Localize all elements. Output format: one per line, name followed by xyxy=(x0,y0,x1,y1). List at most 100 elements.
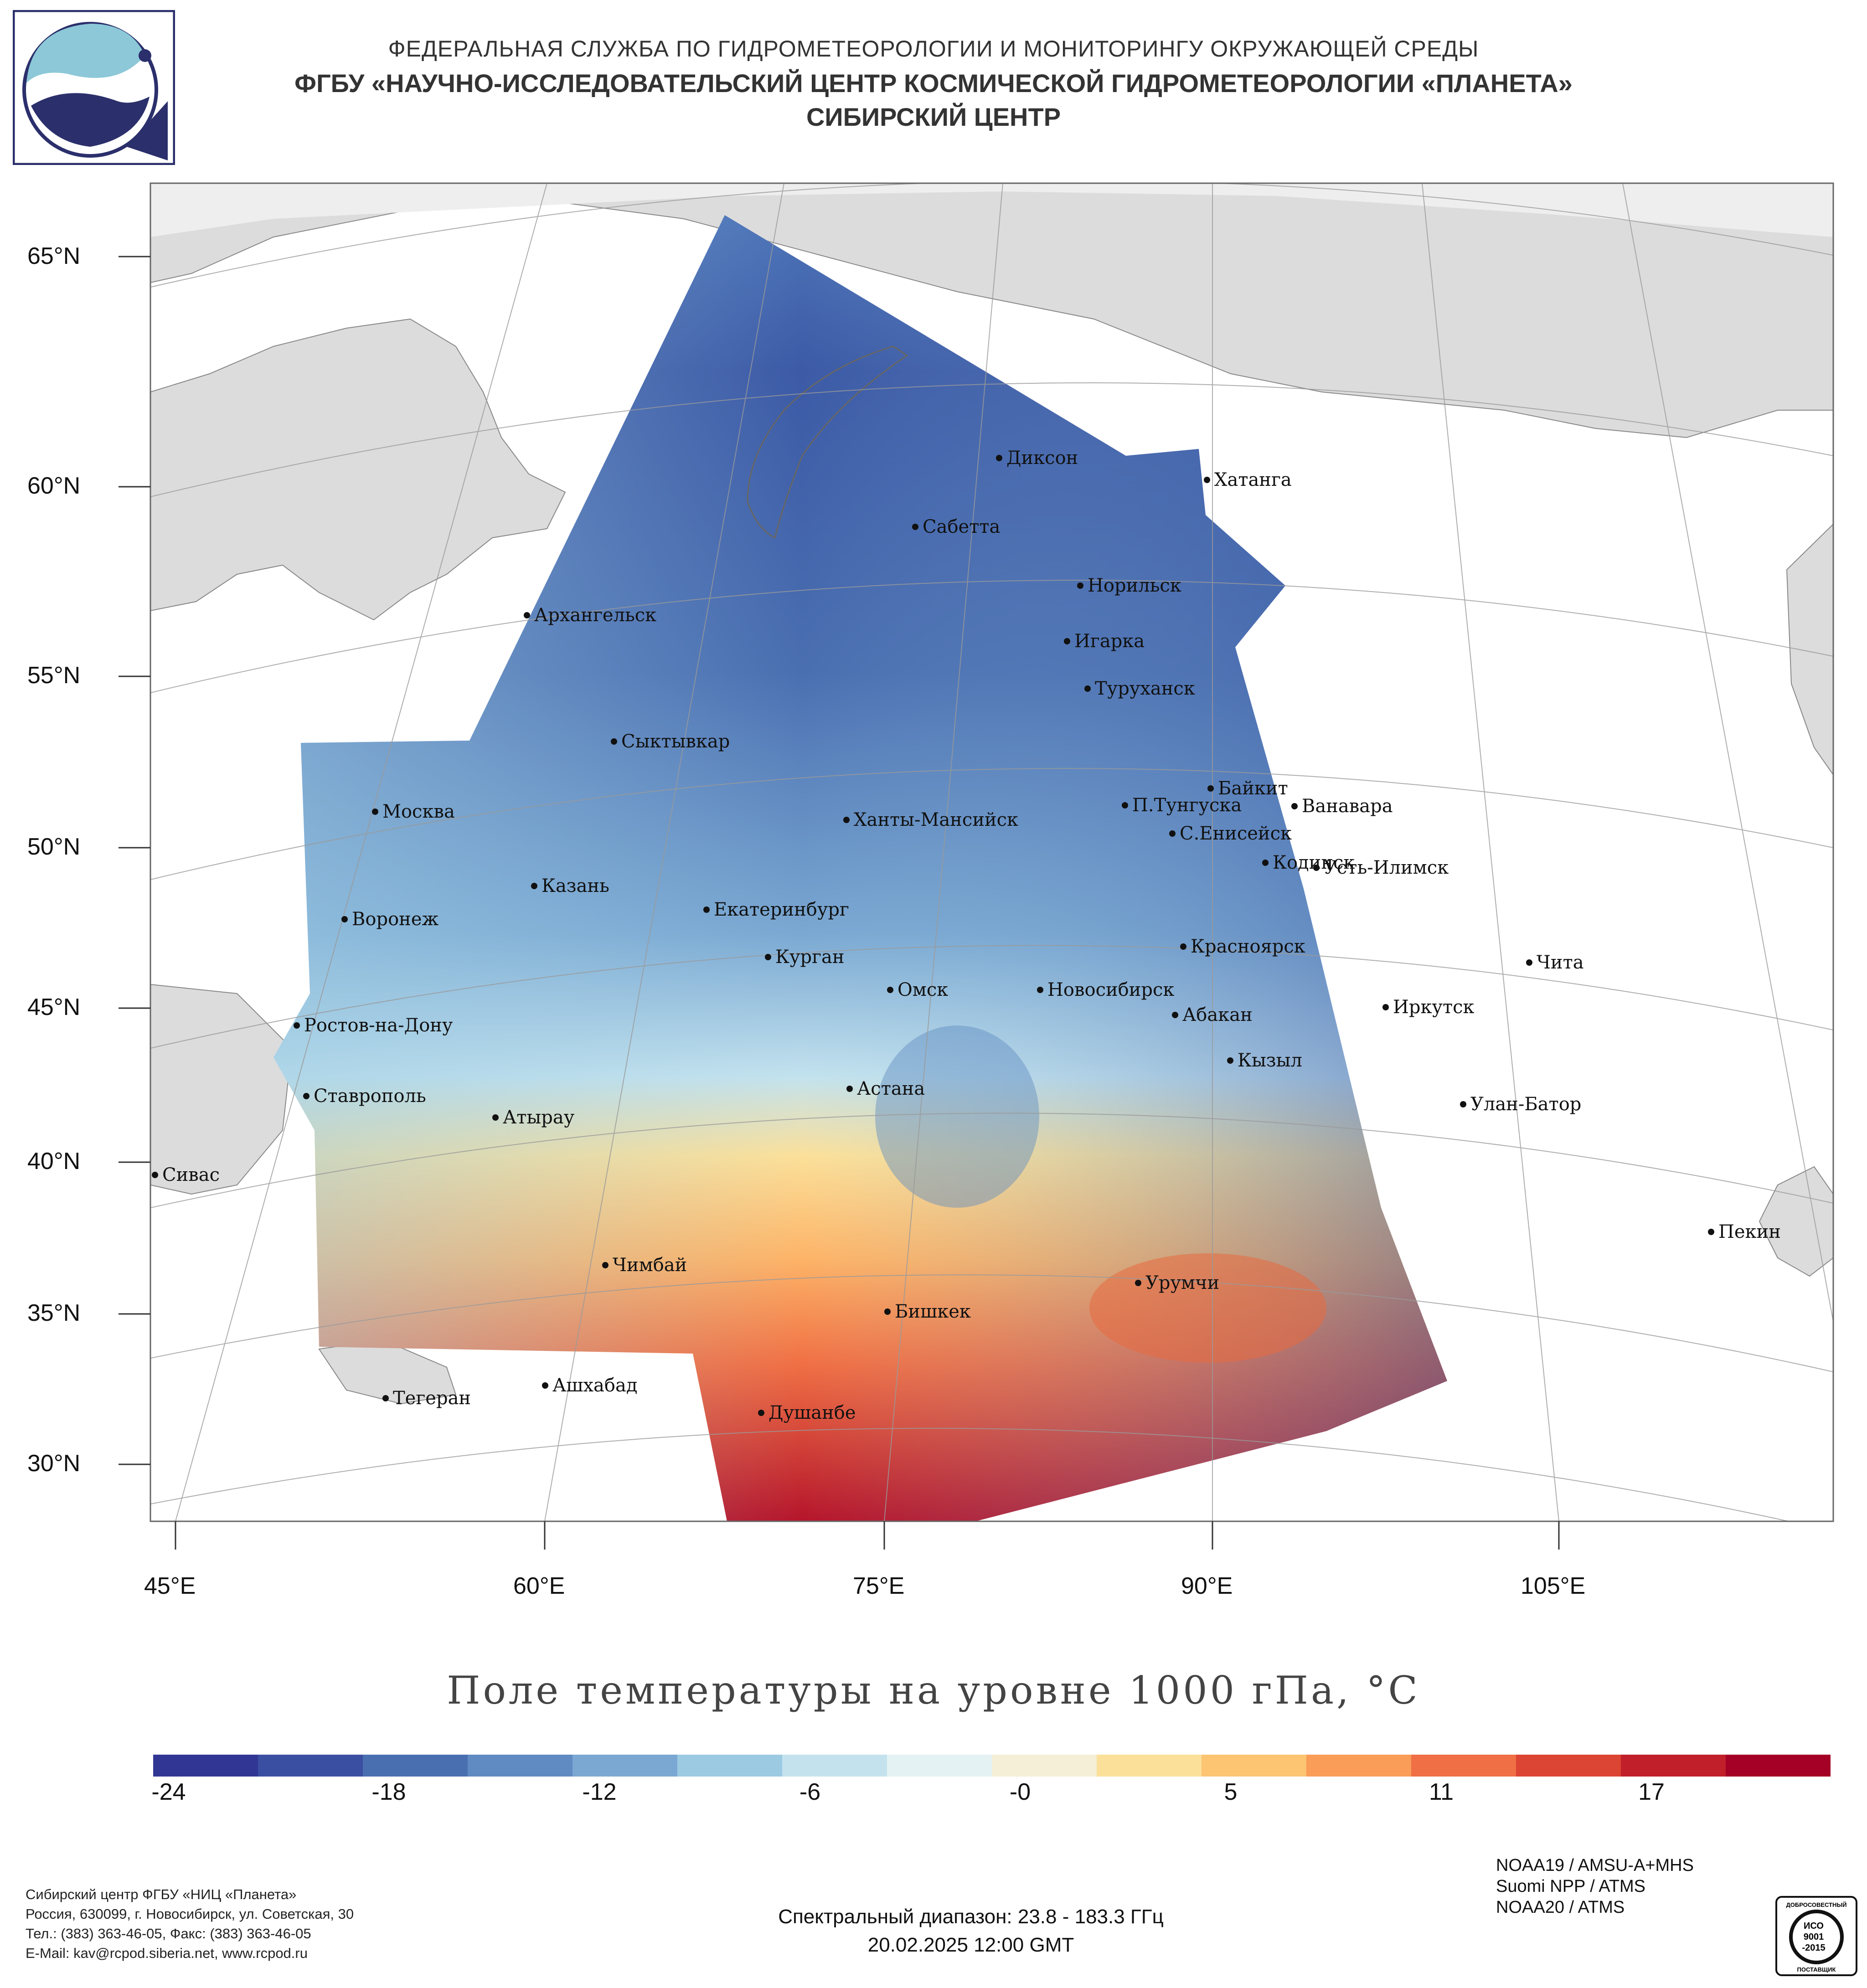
colorbar-tick-label: 11 xyxy=(1429,1779,1454,1805)
city-label: С.Енисейск xyxy=(1180,823,1292,844)
org-address: Россия, 630099, г. Новосибирск, ул. Сове… xyxy=(26,1906,354,1922)
observation-info: Спектральный диапазон: 23.8 - 183.3 ГГц … xyxy=(675,1903,1267,1959)
colorbar-tick-label: -18 xyxy=(371,1779,406,1805)
city-marker: С.Енисейск xyxy=(1169,823,1292,844)
lat-label-30: 30°N xyxy=(27,1450,81,1477)
org-name: Сибирский центр ФГБУ «НИЦ «Планета» xyxy=(26,1886,297,1902)
city-dot xyxy=(1291,803,1298,809)
city-dot xyxy=(152,1172,158,1178)
city-label: Ванавара xyxy=(1302,796,1393,817)
cold-anomaly-kazakh xyxy=(875,1025,1039,1208)
colorbar-tick-label: -6 xyxy=(799,1779,821,1805)
city-label: Казань xyxy=(542,876,609,896)
lat-label-55: 55°N xyxy=(27,662,81,689)
city-marker: Ростов-на-Дону xyxy=(294,1015,453,1036)
city-dot xyxy=(303,1093,309,1099)
city-dot xyxy=(372,809,378,815)
city-label: Улан-Батор xyxy=(1470,1094,1581,1115)
city-dot xyxy=(1460,1101,1466,1107)
lon-label-45: 45°E xyxy=(144,1573,196,1599)
city-marker: Кодинск xyxy=(1262,852,1355,873)
city-marker: Сыктывкар xyxy=(611,731,730,752)
city-label: Хатанга xyxy=(1214,469,1292,490)
city-marker: Игарка xyxy=(1064,631,1145,652)
colorbar-cell xyxy=(1516,1755,1621,1777)
city-dot xyxy=(1084,685,1091,692)
city-label: Москва xyxy=(382,801,455,822)
city-dot xyxy=(531,883,537,889)
city-label: Ростов-на-Дону xyxy=(304,1015,453,1036)
city-dot xyxy=(996,455,1002,461)
city-dot xyxy=(1135,1280,1141,1286)
city-marker: Омск xyxy=(887,979,948,1000)
city-label: Кодинск xyxy=(1273,852,1355,873)
lat-label-45: 45°N xyxy=(27,994,81,1020)
map-title: Поле температуры на уровне 1000 гПа, °С xyxy=(447,1668,1420,1713)
city-dot xyxy=(1180,943,1186,950)
city-marker: Усть-Илимск xyxy=(1313,857,1449,878)
city-label: Сабетта xyxy=(923,516,1000,537)
parallel-55 xyxy=(150,580,1833,693)
header-agency: ФЕДЕРАЛЬНАЯ СЛУЖБА ПО ГИДРОМЕТЕОРОЛОГИИ … xyxy=(388,36,1479,62)
city-dot xyxy=(884,1308,891,1315)
planeta-logo xyxy=(13,10,175,165)
colorbar-cell xyxy=(677,1755,782,1777)
city-dot xyxy=(1207,785,1214,792)
colorbar-cell xyxy=(1306,1755,1411,1777)
city-label: П.Тунгуска xyxy=(1132,795,1242,816)
city-marker: Ванавара xyxy=(1291,796,1393,817)
parallel-60 xyxy=(150,382,1833,497)
city-label: Ставрополь xyxy=(314,1086,426,1107)
city-marker: Хатанга xyxy=(1204,469,1292,490)
city-label: Красноярск xyxy=(1191,936,1305,957)
parallel-40 xyxy=(150,1112,1833,1208)
city-dot xyxy=(1169,830,1176,837)
org-email: E-Mail: kav@rcpod.siberia.net, www.rcpod… xyxy=(26,1945,308,1961)
city-marker: Казань xyxy=(531,876,609,896)
cities-layer: Диксон Хатанга Сабетта Норильск Архангельск И… xyxy=(152,448,1781,1423)
city-label: Омск xyxy=(897,979,948,1000)
city-label: Пекин xyxy=(1718,1221,1781,1242)
colorbar-tick-label: -12 xyxy=(582,1779,617,1805)
city-dot xyxy=(912,524,918,530)
city-label: Диксон xyxy=(1006,448,1078,469)
city-dot xyxy=(1204,477,1210,483)
iso-number: 9001 xyxy=(1804,1932,1824,1942)
header-institute: ФГБУ «НАУЧНО-ИССЛЕДОВАТЕЛЬСКИЙ ЦЕНТР КОС… xyxy=(294,69,1573,98)
city-dot xyxy=(1382,1004,1389,1010)
city-marker: Туруханск xyxy=(1084,678,1195,699)
city-dot xyxy=(758,1410,764,1416)
satellite-item: NOAA19 / AMSU-A+MHS xyxy=(1496,1856,1694,1875)
lon-label-90: 90°E xyxy=(1181,1573,1233,1599)
satellite-item: NOAA20 / ATMS xyxy=(1496,1898,1625,1917)
city-marker: Бишкек xyxy=(884,1301,971,1322)
city-label: Сыктывкар xyxy=(621,731,730,752)
city-label: Архангельск xyxy=(534,605,656,626)
city-marker: Астана xyxy=(846,1078,925,1099)
city-label: Туруханск xyxy=(1095,678,1195,699)
novaya-zemlya xyxy=(747,345,908,539)
city-label: Душанбе xyxy=(768,1402,856,1423)
city-dot xyxy=(1227,1057,1233,1064)
parallel-35 xyxy=(150,1274,1833,1372)
parallel-30 xyxy=(150,1427,1791,1521)
city-dot xyxy=(1172,1012,1178,1018)
city-dot xyxy=(524,612,530,618)
city-dot xyxy=(1037,987,1043,993)
colorbar-tick-label: -0 xyxy=(1009,1779,1031,1805)
colorbar-tick-label: -24 xyxy=(151,1779,186,1805)
city-label: Чимбай xyxy=(613,1255,687,1276)
city-dot xyxy=(843,817,850,823)
iso-top-label: ДОБРОСОВЕСТНЫЙ xyxy=(1786,1901,1846,1908)
city-marker: Архангельск xyxy=(524,605,656,626)
city-dot xyxy=(887,987,893,993)
city-label: Новосибирск xyxy=(1047,979,1174,1000)
city-dot xyxy=(846,1086,853,1092)
lat-label-35: 35°N xyxy=(27,1300,81,1326)
colorbar-cell xyxy=(782,1755,887,1777)
lon-label-75: 75°E xyxy=(853,1573,905,1599)
city-label: Астана xyxy=(857,1078,925,1099)
city-dot xyxy=(703,906,710,913)
map-frame xyxy=(150,182,1834,1522)
